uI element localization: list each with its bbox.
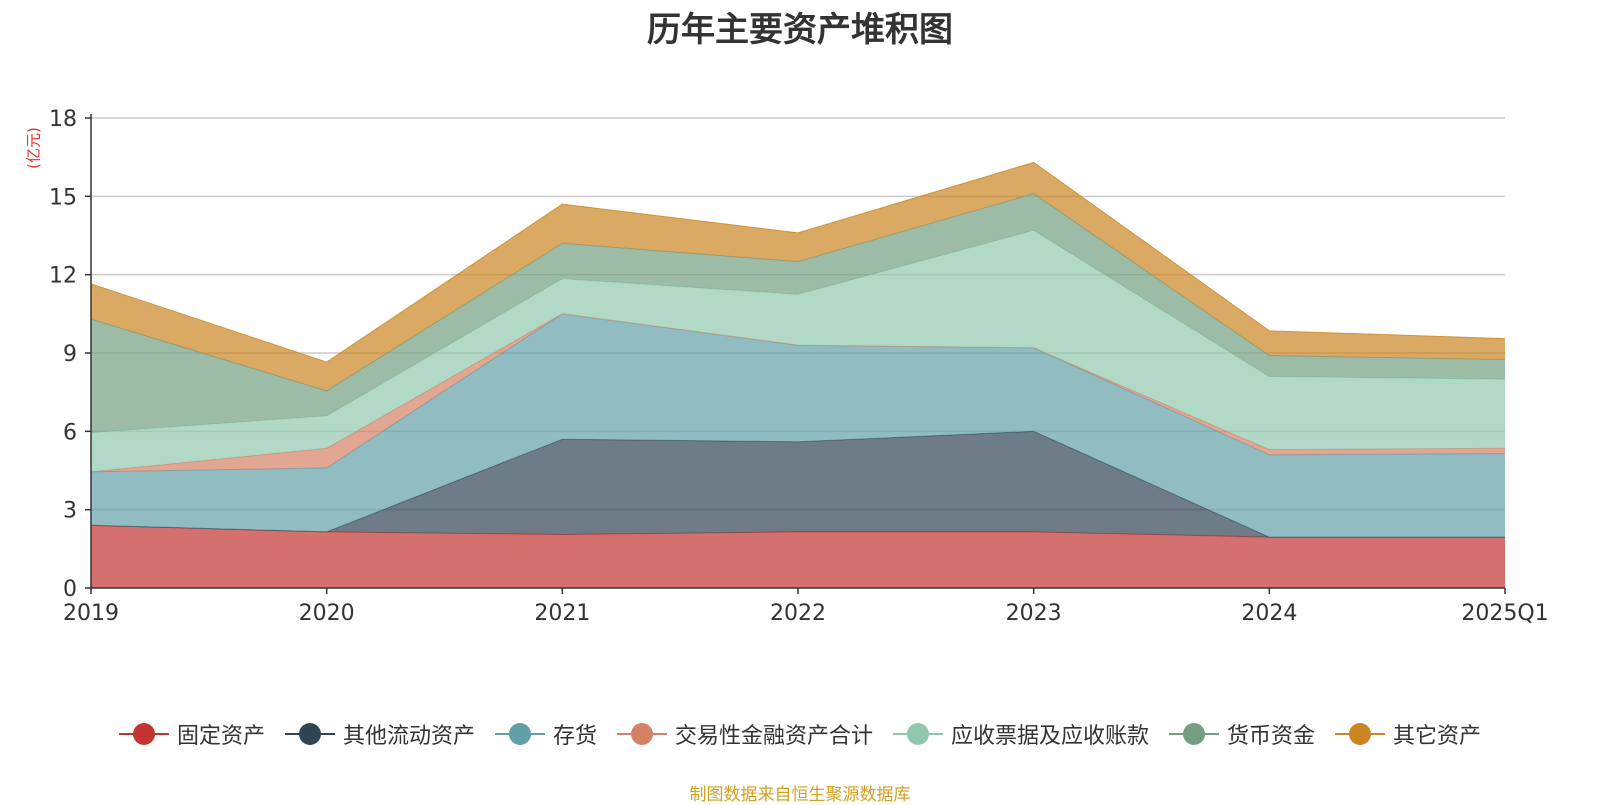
chart-legend: 固定资产 其他流动资产 存货 交易性金融资产合计 应收票据及应收账款 货币资金 其它资产 [0,718,1600,750]
legend-swatch-icon [284,722,335,746]
y-tick-label: 15 [49,185,77,210]
legend-label: 应收票据及应收账款 [951,724,1150,749]
legend-item[interactable]: 固定资产 [118,718,265,750]
legend-swatch-icon [616,722,667,746]
x-tick-label: 2025Q1 [1461,601,1548,626]
data-source-footer: 制图数据来自恒生聚源数据库 [689,785,911,805]
legend-swatch-dot [907,723,929,745]
y-tick-label: 12 [49,264,77,289]
legend-label: 固定资产 [176,724,265,749]
legend-swatch-dot [298,723,321,745]
x-tick-label: 2020 [299,601,355,626]
legend-swatch-dot [508,723,531,745]
y-tick-label: 6 [63,420,77,445]
y-tick-label: 0 [63,577,77,602]
area-series-1 [91,431,1505,538]
x-tick-label: 2022 [770,601,826,626]
legend-label: 其他流动资产 [342,724,475,749]
axis-layer: 0 3 6 9 12 15 18 2019 2020 2021 2022 2023 2024 2025Q1 [49,107,1549,626]
legend-swatch-icon [893,722,943,746]
x-tick-label: 2019 [63,601,119,626]
legend-item[interactable]: 存货 [494,718,597,750]
legend-label: 其它资产 [1393,724,1482,749]
stacked-area-chart: 0 3 6 9 12 15 18 2019 2020 2021 2022 2023 2024 2025Q1 [49,107,1549,626]
area-layer [90,161,1506,588]
legend-label: 货币资金 [1227,724,1316,749]
legend-swatch-dot [1183,723,1206,745]
legend-swatch-icon [118,722,169,746]
legend-label: 交易性金融资产合计 [674,724,873,749]
legend-swatch-dot [132,723,155,745]
chart-title: 历年主要资产堆积图 [647,10,953,50]
legend-label: 存货 [552,724,597,749]
legend-swatch-icon [1335,722,1386,746]
legend-swatch-icon [494,722,545,746]
legend-item[interactable]: 其它资产 [1335,718,1481,750]
legend-swatch-icon [1169,722,1220,746]
area-series-0 [91,525,1505,588]
legend-item[interactable]: 应收票据及应收账款 [893,718,1149,750]
x-tick-label: 2021 [534,601,590,626]
area-series-2 [91,313,1505,538]
legend-swatch-dot [630,723,653,745]
legend-swatch-dot [1349,723,1372,745]
legend-item[interactable]: 其他流动资产 [284,718,475,750]
x-tick-label: 2024 [1241,601,1297,626]
legend-item[interactable]: 交易性金融资产合计 [616,718,873,750]
area-series-4 [91,230,1505,472]
y-tick-label: 3 [63,499,77,524]
area-series-line-6 [90,161,1506,363]
x-tick-label: 2023 [1006,601,1062,626]
area-series-5 [91,193,1505,433]
legend-item[interactable]: 货币资金 [1169,718,1315,750]
y-tick-label: 18 [49,107,77,132]
y-tick-label: 9 [63,342,77,367]
